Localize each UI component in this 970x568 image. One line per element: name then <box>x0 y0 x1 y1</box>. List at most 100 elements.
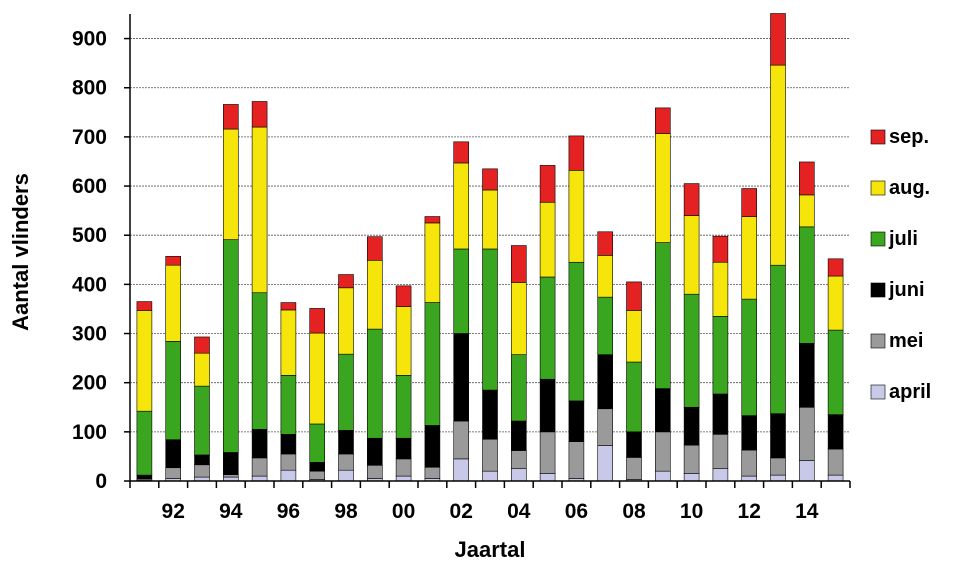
bar-segment-juni-13 <box>770 413 786 459</box>
bar-segment-april-13 <box>770 474 786 482</box>
bar-segment-april-14 <box>799 460 815 482</box>
bar-segment-aug-13 <box>770 64 786 266</box>
bar-segment-juni-05 <box>539 378 556 433</box>
bar-segment-juli-09 <box>655 242 671 389</box>
bar-segment-juli-01 <box>424 302 441 426</box>
bar-segment-mei-12 <box>741 449 757 477</box>
bar-segment-juli-95 <box>251 292 268 430</box>
x-tick-label: 00 <box>392 500 415 523</box>
x-tick-label: 02 <box>450 500 473 523</box>
bar-segment-april-02 <box>453 458 469 482</box>
bar-segment-juni-07 <box>597 354 613 410</box>
bar-segment-mei-98 <box>338 453 354 471</box>
bar-segment-sep-93 <box>194 336 210 354</box>
y-tick-label: 400 <box>72 273 107 296</box>
x-tick-label: 94 <box>219 500 243 523</box>
bar-segment-juli-99 <box>367 328 383 439</box>
bar-segment-juli-07 <box>597 296 613 355</box>
x-tick-label: 98 <box>334 500 358 523</box>
x-tick-label: 14 <box>795 500 819 523</box>
legend-swatch-mei <box>870 333 886 349</box>
bar-segment-aug-00 <box>395 306 412 376</box>
bar-segment-juni-06 <box>568 400 585 442</box>
bar-segment-juli-92 <box>165 341 181 441</box>
bar-segment-juni-03 <box>482 389 498 440</box>
y-axis-title: Aantal vlinders <box>8 173 33 331</box>
bar-segment-aug-12 <box>741 216 757 300</box>
bar-segment-sep-01 <box>424 216 441 224</box>
bar-segment-april-15 <box>827 474 844 482</box>
y-tick-label: 100 <box>72 421 107 444</box>
bar-segment-sep-97 <box>309 308 325 334</box>
x-ticks: 92 94 96 98 00 02 04 06 08 10 12 14 <box>129 481 851 523</box>
legend-label-mei: mei <box>889 330 923 352</box>
bar-segment-mei-06 <box>568 441 585 479</box>
bar-segment-april-03 <box>482 470 498 482</box>
bar-segment-mei-96 <box>280 453 297 471</box>
bar-segment-aug-92 <box>165 264 181 342</box>
bar-segment-aug-95 <box>251 126 268 294</box>
bar-segment-sep-06 <box>568 135 585 171</box>
bar-segment-sep-91 <box>136 301 153 311</box>
bar-segment-aug-06 <box>568 170 585 263</box>
bar-segment-juni-12 <box>741 415 757 451</box>
bar-segment-aug-93 <box>194 352 210 387</box>
bar-segment-sep-07 <box>597 231 613 256</box>
bar-segment-juli-06 <box>568 261 585 402</box>
bar-segment-juni-14 <box>799 343 815 408</box>
bar-segment-april-09 <box>655 470 671 482</box>
bar-segment-juni-96 <box>280 433 297 455</box>
bar-segment-sep-12 <box>741 188 757 217</box>
bars <box>136 13 844 482</box>
bar-segment-mei-00 <box>395 458 412 477</box>
x-tick-label: 10 <box>680 500 703 523</box>
bar-segment-mei-09 <box>655 431 671 472</box>
bar-segment-juli-15 <box>827 329 844 415</box>
bar-segment-sep-09 <box>655 107 671 134</box>
bar-segment-mei-10 <box>683 444 700 474</box>
bar-segment-sep-10 <box>683 183 700 216</box>
bar-segment-aug-02 <box>453 162 469 250</box>
bar-segment-mei-99 <box>367 464 383 479</box>
bar-segment-juni-08 <box>626 431 642 458</box>
bar-segment-mei-07 <box>597 408 613 446</box>
bar-segment-mei-93 <box>194 464 210 478</box>
bar-segment-mei-14 <box>799 406 815 461</box>
y-tick-label: 200 <box>72 372 107 395</box>
bar-segment-juli-02 <box>453 248 469 334</box>
x-tick-label: 04 <box>507 500 531 523</box>
bar-segment-sep-15 <box>827 258 844 277</box>
x-tick-label: 96 <box>277 500 300 523</box>
bar-segment-mei-94 <box>223 474 239 478</box>
bar-segment-aug-05 <box>539 201 556 278</box>
bar-segment-juli-98 <box>338 353 354 431</box>
bar-segment-sep-13 <box>770 13 786 66</box>
bar-segment-april-96 <box>280 469 297 482</box>
bar-segment-aug-04 <box>511 282 527 355</box>
bar-segment-juli-93 <box>194 385 210 456</box>
bar-segment-juli-91 <box>136 410 153 476</box>
bar-segment-sep-94 <box>223 104 239 130</box>
bar-segment-sep-05 <box>539 165 556 203</box>
bar-segment-juli-05 <box>539 276 556 380</box>
bar-segment-sep-96 <box>280 302 297 311</box>
bar-segment-juni-11 <box>712 393 729 435</box>
bar-segment-april-10 <box>683 473 700 482</box>
bar-segment-aug-11 <box>712 261 729 317</box>
legend-swatch-sep <box>870 129 886 145</box>
bar-segment-sep-98 <box>338 274 354 289</box>
bar-segment-juli-04 <box>511 354 527 422</box>
x-tick-label: 12 <box>738 500 761 523</box>
x-tick-label: 06 <box>565 500 588 523</box>
legend: sep. aug. juli juni mei april <box>870 126 931 403</box>
y-tick-label: 700 <box>72 126 107 149</box>
bar-segment-juni-91 <box>136 474 153 480</box>
bar-segment-juli-13 <box>770 264 786 414</box>
bar-segment-mei-95 <box>251 457 268 477</box>
y-ticks: 0 100 200 300 400 500 600 700 800 900 <box>72 28 130 493</box>
legend-label-juni: juni <box>888 279 925 301</box>
bar-segment-mei-15 <box>827 448 844 476</box>
bar-segment-juni-09 <box>655 388 671 433</box>
bar-segment-juli-00 <box>395 375 412 439</box>
